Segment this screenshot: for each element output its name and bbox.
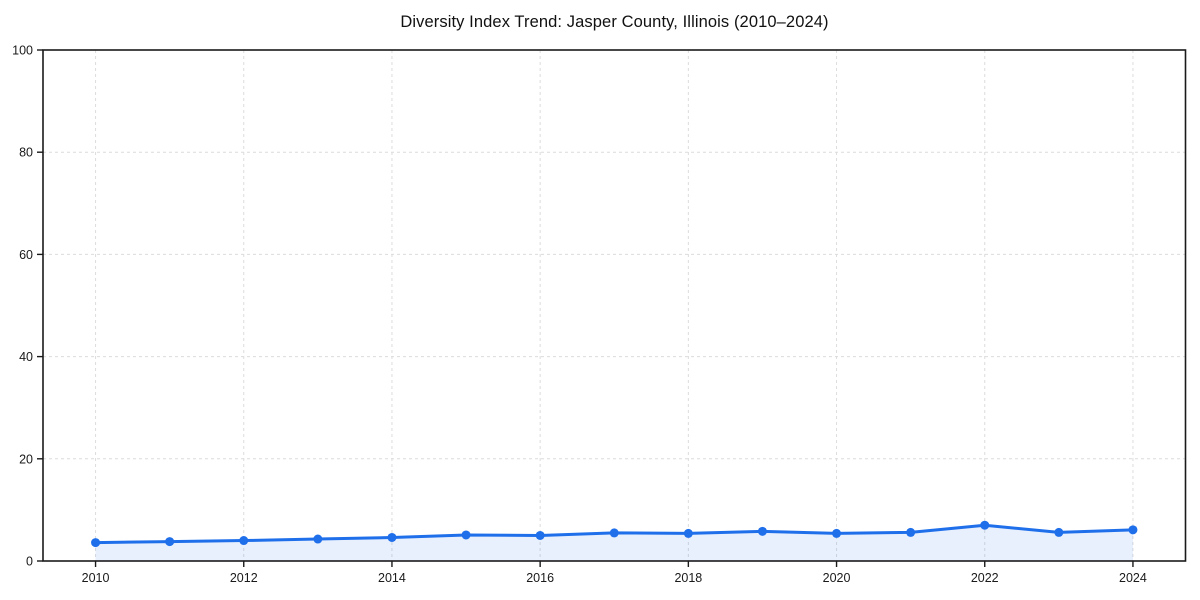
data-point-marker — [239, 536, 249, 546]
x-tick-label: 2024 — [1119, 571, 1147, 585]
x-tick-label: 2020 — [823, 571, 851, 585]
x-tick-label: 2022 — [971, 571, 999, 585]
y-tick-label: 20 — [19, 452, 33, 466]
data-point-marker — [757, 526, 767, 536]
y-tick-label: 40 — [19, 350, 33, 364]
data-point-marker — [1128, 525, 1138, 535]
data-point-marker — [165, 537, 175, 547]
y-tick-label: 0 — [26, 555, 33, 569]
data-point-marker — [832, 528, 842, 538]
x-tick-label: 2018 — [674, 571, 702, 585]
data-point-marker — [91, 538, 101, 548]
data-point-marker — [313, 534, 323, 544]
y-tick-label: 100 — [12, 44, 33, 58]
data-point-marker — [461, 530, 471, 540]
data-point-marker — [609, 528, 619, 538]
data-point-marker — [535, 530, 545, 540]
x-tick-label: 2014 — [378, 571, 406, 585]
data-point-marker — [906, 527, 916, 537]
x-tick-label: 2010 — [82, 571, 110, 585]
chart-title: Diversity Index Trend: Jasper County, Il… — [400, 13, 829, 31]
data-point-marker — [1054, 527, 1064, 537]
data-point-marker — [387, 532, 397, 542]
y-tick-label: 60 — [19, 248, 33, 262]
data-point-marker — [683, 528, 693, 538]
data-point-marker — [980, 520, 990, 530]
x-tick-label: 2016 — [526, 571, 554, 585]
y-tick-label: 80 — [19, 146, 33, 160]
plot-border — [42, 49, 1187, 562]
x-tick-label: 2012 — [230, 571, 258, 585]
